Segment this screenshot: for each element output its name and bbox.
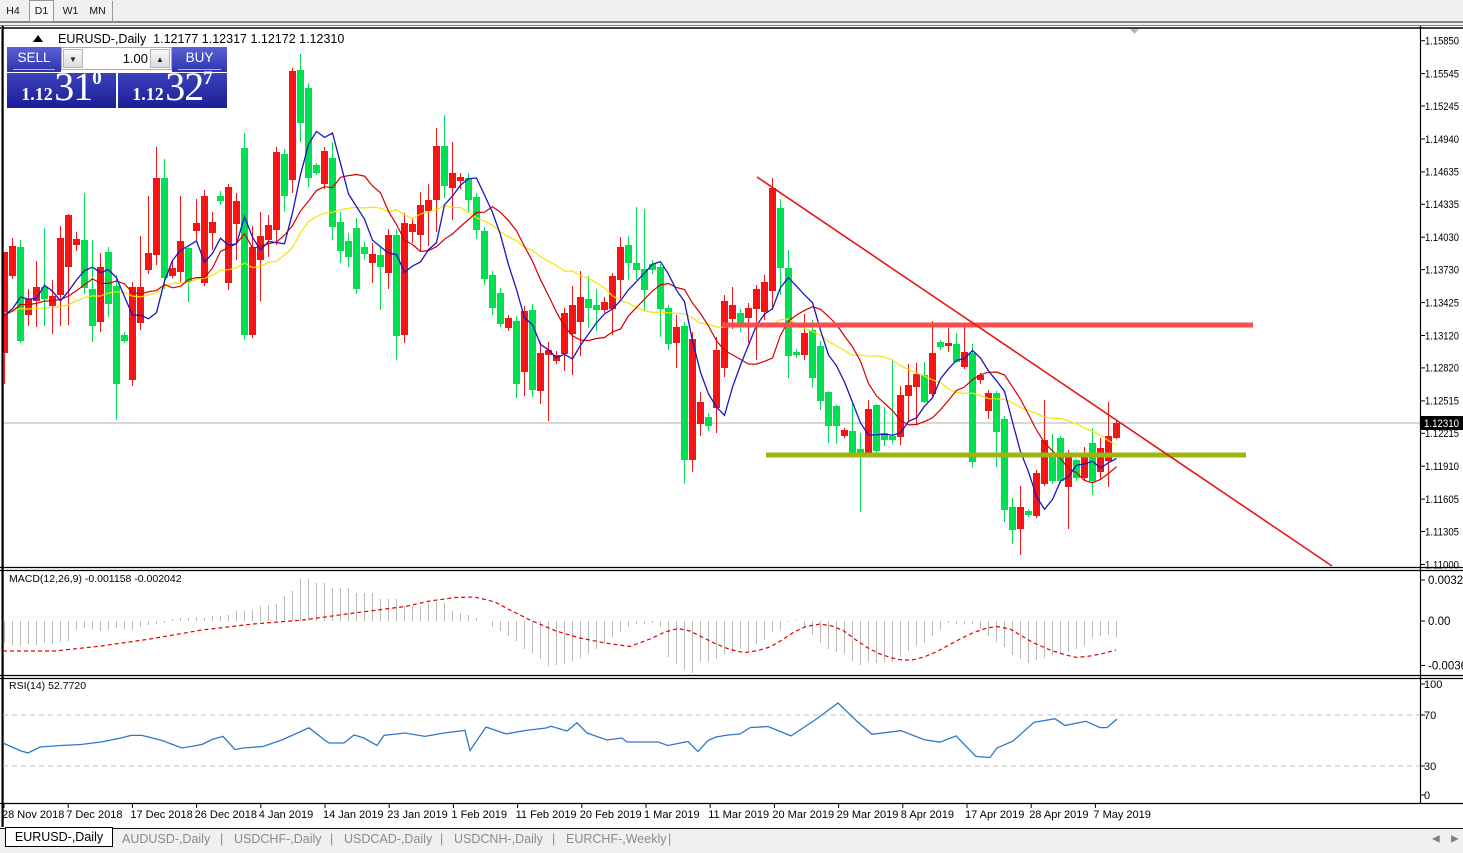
svg-text:1.14635: 1.14635 <box>1425 167 1459 179</box>
svg-text:20 Feb 2019: 20 Feb 2019 <box>580 809 642 821</box>
svg-text:20 Mar 2019: 20 Mar 2019 <box>772 809 834 821</box>
svg-text:100: 100 <box>1424 679 1442 691</box>
svg-text:14 Jan 2019: 14 Jan 2019 <box>323 809 384 821</box>
svg-text:7 May 2019: 7 May 2019 <box>1093 809 1150 821</box>
svg-text:1 Feb 2019: 1 Feb 2019 <box>451 809 507 821</box>
svg-text:MACD(12,26,9) -0.001158 -0.002: MACD(12,26,9) -0.001158 -0.002042 <box>9 573 182 585</box>
svg-text:17 Dec 2018: 17 Dec 2018 <box>130 809 192 821</box>
svg-text:1.12820: 1.12820 <box>1425 363 1459 375</box>
svg-text:1.13730: 1.13730 <box>1425 264 1459 276</box>
svg-text:17 Apr 2019: 17 Apr 2019 <box>965 809 1024 821</box>
svg-text:1.15850: 1.15850 <box>1425 36 1459 48</box>
svg-text:1 Mar 2019: 1 Mar 2019 <box>644 809 700 821</box>
svg-text:1.11910: 1.11910 <box>1425 461 1459 473</box>
svg-text:1.14030: 1.14030 <box>1425 232 1459 244</box>
svg-text:1.13120: 1.13120 <box>1425 330 1459 342</box>
svg-text:1.12310: 1.12310 <box>1424 418 1459 430</box>
svg-text:29 Mar 2019: 29 Mar 2019 <box>837 809 899 821</box>
svg-text:1.15545: 1.15545 <box>1425 68 1459 80</box>
svg-text:-0.003659: -0.003659 <box>1428 661 1463 673</box>
svg-text:8 Apr 2019: 8 Apr 2019 <box>901 809 954 821</box>
svg-text:4 Jan 2019: 4 Jan 2019 <box>259 809 313 821</box>
svg-text:1.12215: 1.12215 <box>1425 428 1459 440</box>
svg-text:1.13425: 1.13425 <box>1425 297 1459 309</box>
svg-text:30: 30 <box>1424 761 1436 773</box>
svg-text:0: 0 <box>1424 790 1430 802</box>
svg-text:28 Apr 2019: 28 Apr 2019 <box>1029 809 1088 821</box>
svg-text:1.14940: 1.14940 <box>1425 134 1459 146</box>
svg-text:1.15245: 1.15245 <box>1425 101 1459 113</box>
svg-text:28 Nov 2018: 28 Nov 2018 <box>2 809 64 821</box>
svg-text:0.00: 0.00 <box>1428 616 1450 628</box>
svg-text:1.11605: 1.11605 <box>1425 494 1459 506</box>
svg-text:0.003287: 0.003287 <box>1428 575 1463 587</box>
svg-text:23 Jan 2019: 23 Jan 2019 <box>387 809 448 821</box>
svg-text:26 Dec 2018: 26 Dec 2018 <box>195 809 257 821</box>
svg-text:1.11305: 1.11305 <box>1425 526 1459 538</box>
svg-text:1.12515: 1.12515 <box>1425 396 1459 408</box>
svg-text:RSI(14) 52.7720: RSI(14) 52.7720 <box>9 680 86 692</box>
svg-text:1.14335: 1.14335 <box>1425 199 1459 211</box>
svg-text:7 Dec 2018: 7 Dec 2018 <box>66 809 122 821</box>
svg-text:11 Feb 2019: 11 Feb 2019 <box>516 809 577 821</box>
svg-text:1.11000: 1.11000 <box>1425 559 1459 571</box>
svg-text:11 Mar 2019: 11 Mar 2019 <box>708 809 769 821</box>
svg-text:EURUSD-,Daily 1.12177 1.12317: EURUSD-,Daily 1.12177 1.12317 1.12172 1.… <box>58 32 344 46</box>
svg-text:70: 70 <box>1424 710 1436 722</box>
